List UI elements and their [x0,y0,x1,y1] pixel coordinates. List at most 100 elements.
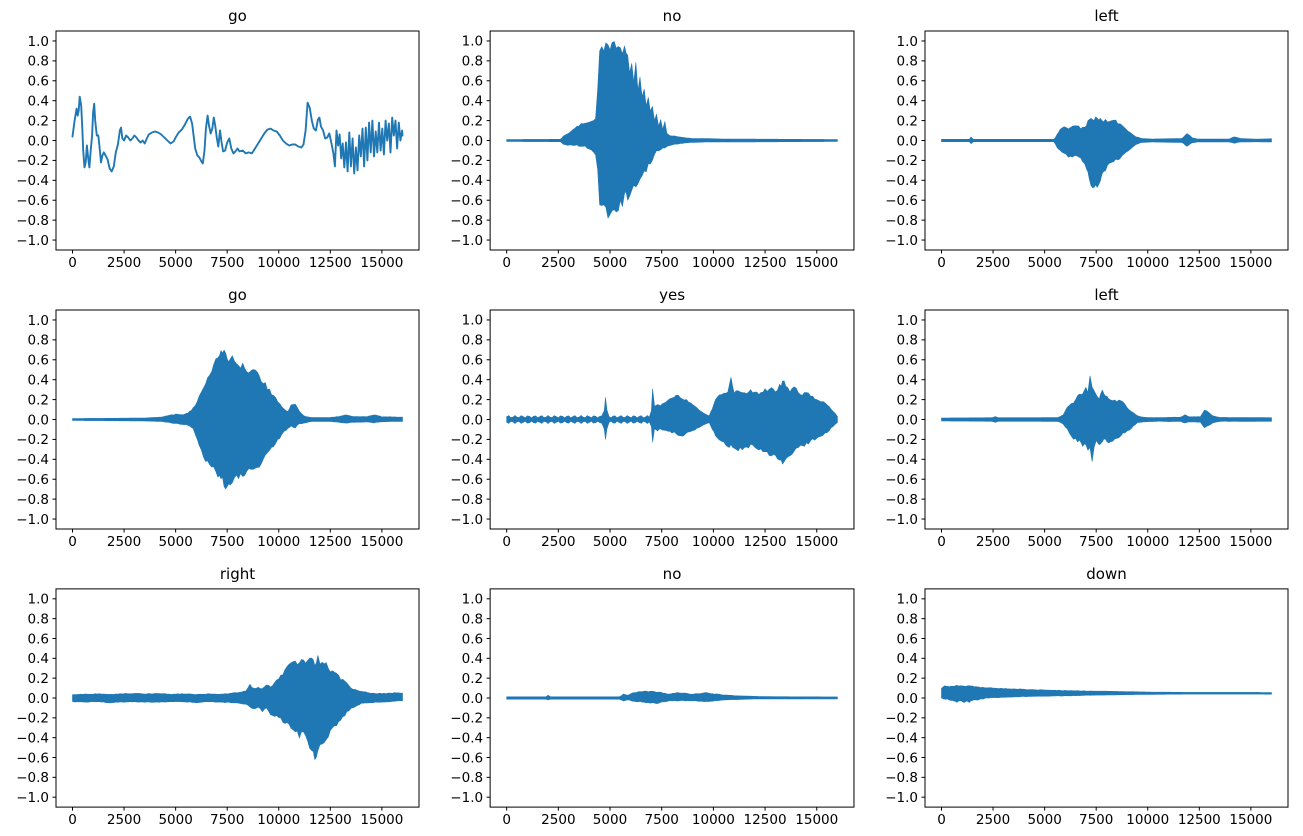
svg-text:12500: 12500 [309,534,352,550]
svg-text:−0.8: −0.8 [450,770,483,786]
svg-text:0: 0 [68,534,77,550]
subplot-cell-3: left 0 2500 5000 7500 10000 12500 15000 1.0 0.8 0… [869,0,1303,279]
svg-text:−0.2: −0.2 [450,153,483,169]
svg-text:−0.6: −0.6 [885,750,918,766]
svg-text:7500: 7500 [210,812,244,828]
svg-text:0.8: 0.8 [897,333,918,349]
svg-text:−0.2: −0.2 [16,432,49,448]
axes-area: 0 2500 5000 7500 10000 12500 15000 1.0 0.8 0.6 0.4… [885,588,1289,828]
svg-text:0.2: 0.2 [897,392,918,408]
svg-text:0.4: 0.4 [28,372,49,388]
svg-text:15000: 15000 [360,534,403,550]
subplot-cell-5: yes 0 2500 5000 7500 10000 12500 15000 1.0 0.8 0.… [434,279,869,558]
svg-text:0: 0 [68,812,77,828]
svg-text:15000: 15000 [360,255,403,271]
subplot-waveform-down: down 0 2500 5000 7500 10000 12500 150001.00.80… [885,565,1289,828]
svg-text:−0.6: −0.6 [885,472,918,488]
svg-text:1.0: 1.0 [897,34,918,50]
svg-text:15000: 15000 [795,255,838,271]
svg-text:1.0: 1.0 [462,313,484,329]
svg-text:0: 0 [68,255,77,271]
svg-text:0: 0 [937,534,946,550]
axes-area: 0 2500 5000 7500 10000 12500 15000 1.0 0.8 0.6 0.4… [450,309,855,550]
svg-text:5000: 5000 [158,812,192,828]
subplot-waveform-no-2: no 0 2500 5000 7500 10000 12500 15000 1.0 0.8 0.6… [450,565,855,828]
svg-text:−1.0: −1.0 [16,790,49,806]
svg-text:−0.8: −0.8 [450,213,483,229]
svg-text:0.2: 0.2 [897,113,918,129]
svg-text:0.0: 0.0 [897,133,918,149]
subplot-cell-9: down 0 2500 5000 7500 10000 12500 15000 1.0 0.8 0… [869,558,1303,836]
svg-text:0.6: 0.6 [462,74,484,90]
svg-text:5000: 5000 [1027,812,1061,828]
svg-text:15000: 15000 [795,812,838,828]
svg-text:0.6: 0.6 [28,353,49,369]
svg-text:12500: 12500 [309,255,352,271]
svg-text:−0.6: −0.6 [16,193,49,209]
svg-text:1.0: 1.0 [462,592,484,608]
svg-text:−0.8: −0.8 [16,492,49,508]
svg-text:7500: 7500 [645,534,679,550]
axes-area: 0 2500 5000 7500 10000 12500 15000 1.0 0.8 0.6 0.4… [16,588,420,828]
svg-text:2500: 2500 [107,812,141,828]
svg-text:0.6: 0.6 [897,631,918,647]
svg-text:−0.4: −0.4 [450,173,483,189]
svg-text:0.8: 0.8 [462,54,484,70]
svg-text:−0.6: −0.6 [450,193,483,209]
svg-text:−0.6: −0.6 [16,472,49,488]
svg-text:2500: 2500 [541,534,575,550]
subplot-waveform-go-1: go 0 2500 5000 7500 10000 12500 15000 1.0 0.8 0.6… [16,7,420,271]
svg-text:−0.4: −0.4 [885,173,918,189]
svg-text:0.8: 0.8 [28,333,49,349]
svg-text:2500: 2500 [976,812,1010,828]
svg-text:−1.0: −1.0 [16,512,49,528]
subplot-title: go [228,286,247,304]
axes-area: 0 2500 5000 7500 10000 12500 15000 1.0 0.8 0.6 0.4… [450,588,855,828]
subplot-title: left [1094,7,1118,25]
subplot-waveform-no-1: no 0 2500 5000 7500 10000 12500 15000 1.0 0.8 0.6… [450,7,855,271]
axes-area: 0 2500 5000 7500 10000 12500 15000 1.0 0.8 0.6 0.4… [885,30,1289,271]
svg-text:5000: 5000 [1027,255,1061,271]
svg-text:0.2: 0.2 [28,113,49,129]
axes-area: 0 2500 5000 7500 10000 12500 15000 1.0 0.8 0.6 0.4… [16,30,420,271]
svg-text:5000: 5000 [593,534,627,550]
svg-text:0.0: 0.0 [897,412,918,428]
svg-text:0.4: 0.4 [897,372,918,388]
svg-text:7500: 7500 [644,812,678,828]
svg-text:0.0: 0.0 [462,133,484,149]
svg-text:−0.8: −0.8 [885,770,918,786]
svg-text:1.0: 1.0 [28,34,49,50]
svg-text:−1.0: −1.0 [450,512,483,528]
svg-text:5000: 5000 [593,255,627,271]
subplot-cell-7: right 0 2500 5000 7500 10000 12500 15000 1.0 0.8… [0,558,434,836]
svg-text:0: 0 [937,255,946,271]
subplot-cell-2: no 0 2500 5000 7500 10000 12500 15000 1.0 0.8 0.6… [434,0,869,279]
svg-text:−0.4: −0.4 [885,730,918,746]
subplot-title: yes [659,286,685,304]
subplot-cell-1: go 0 2500 5000 7500 10000 12500 15000 1.0 0.8 0.6… [0,0,434,279]
svg-text:−1.0: −1.0 [16,233,49,249]
svg-text:−0.4: −0.4 [450,452,483,468]
svg-text:−0.6: −0.6 [16,750,49,766]
subplot-cell-4: go 0 2500 5000 7500 10000 12500 15000 1.0 0.8 0.6… [0,279,434,558]
svg-text:0.2: 0.2 [462,113,484,129]
svg-text:0.0: 0.0 [462,691,484,707]
svg-text:0.4: 0.4 [897,93,918,109]
svg-text:0.2: 0.2 [897,671,918,687]
subplot-title: right [220,565,255,583]
subplot-title: no [663,565,682,583]
svg-text:−1.0: −1.0 [885,233,918,249]
svg-text:5000: 5000 [158,534,192,550]
svg-text:2500: 2500 [541,255,575,271]
svg-text:7500: 7500 [210,534,244,550]
svg-text:0.2: 0.2 [462,671,484,687]
svg-text:0.0: 0.0 [28,691,49,707]
svg-text:0.4: 0.4 [28,651,49,667]
svg-text:0.0: 0.0 [28,412,49,428]
svg-text:7500: 7500 [1079,255,1113,271]
svg-text:−0.2: −0.2 [885,711,918,727]
svg-text:−0.2: −0.2 [16,711,49,727]
svg-text:−0.6: −0.6 [450,472,483,488]
svg-text:0.8: 0.8 [897,611,918,627]
